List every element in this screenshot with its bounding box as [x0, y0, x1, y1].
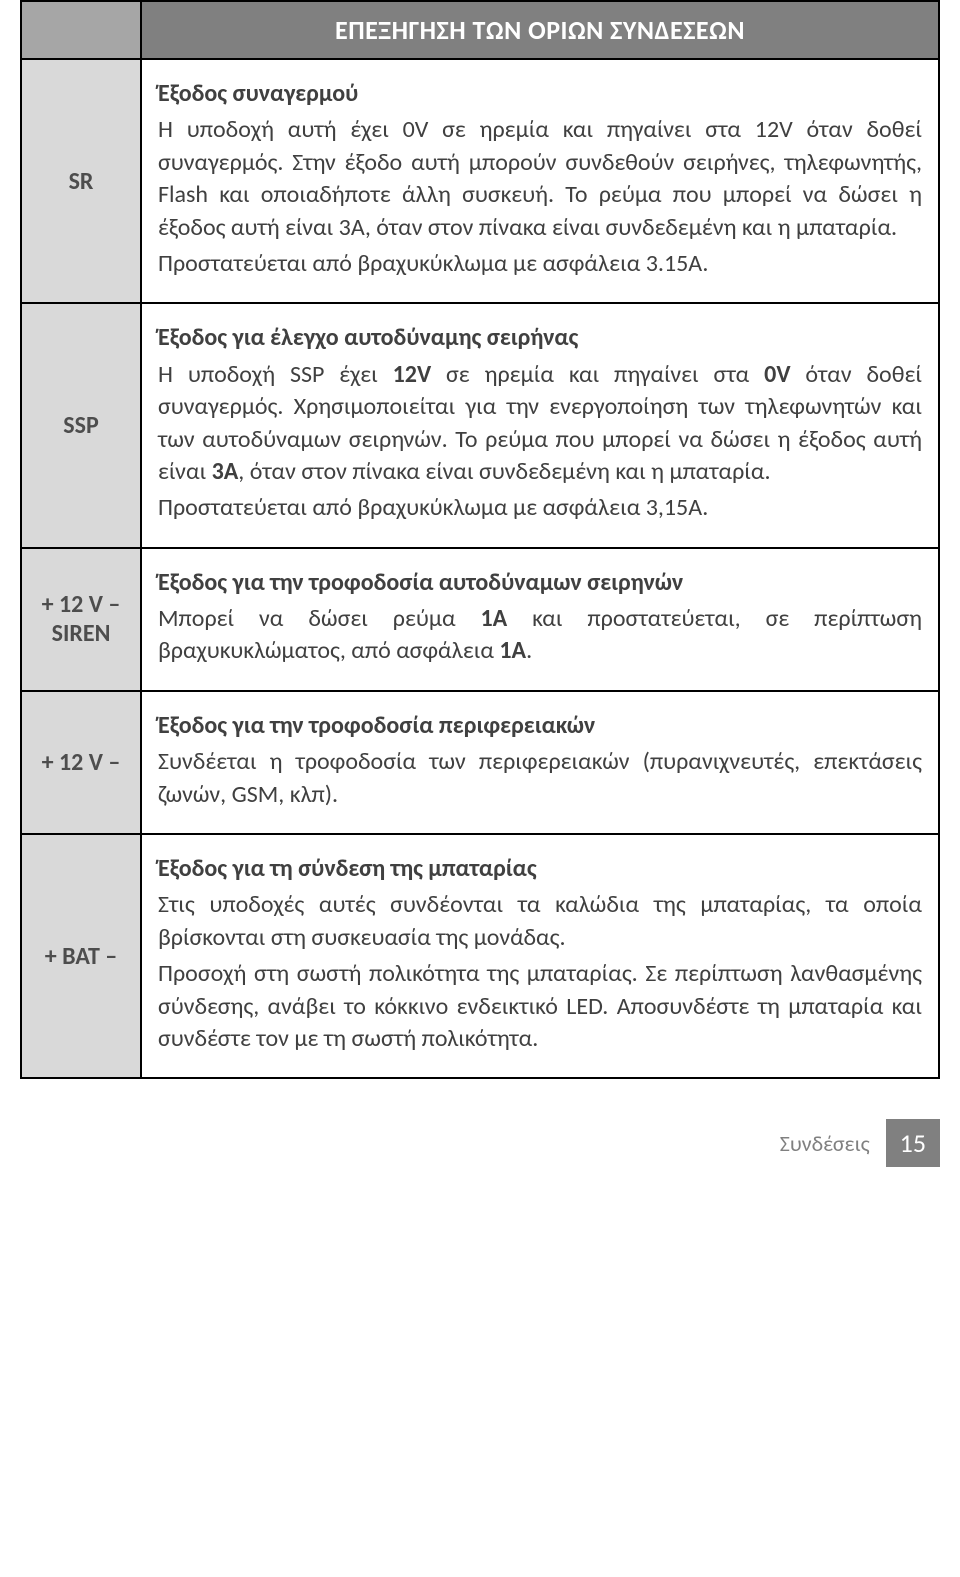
connections-table: ΕΠΕΞΗΓΗΣΗ ΤΩΝ ΟΡΙΩΝ ΣΥΝΔΕΣΕΩΝ SR Έξοδος … — [20, 0, 940, 1079]
section-title: Έξοδος για έλεγχο αυτοδύναμης σειρήνας — [158, 322, 922, 354]
table-header-row: ΕΠΕΞΗΓΗΣΗ ΤΩΝ ΟΡΙΩΝ ΣΥΝΔΕΣΕΩΝ — [21, 1, 939, 59]
section-body: Μπορεί να δώσει ρεύμα 1Α και προστατεύετ… — [158, 603, 922, 668]
section-body: Η υποδοχή SSP έχει 12V σε ηρεμία και πηγ… — [158, 359, 922, 489]
row-label-12v-siren: + 12 V – SIREN — [21, 548, 141, 691]
section-title: Έξοδος για την τροφοδοσία περιφερειακών — [158, 710, 922, 742]
table-row: SSP Έξοδος για έλεγχο αυτοδύναμης σειρήν… — [21, 303, 939, 547]
section-title: Έξοδος για την τροφοδοσία αυτοδύναμων σε… — [158, 567, 922, 599]
footer-label: Συνδέσεις — [780, 1130, 870, 1157]
section-body2: Προστατεύεται από βραχυκύκλωμα με ασφάλε… — [158, 248, 922, 280]
row-content-ssp: Έξοδος για έλεγχο αυτοδύναμης σειρήνας Η… — [141, 303, 939, 547]
section-body: Στις υποδοχές αυτές συνδέονται τα καλώδι… — [158, 889, 922, 954]
table-row: SR Έξοδος συναγερμού Η υποδοχή αυτή έχει… — [21, 59, 939, 303]
header-cell-left — [21, 1, 141, 59]
section-title: Έξοδος για τη σύνδεση της μπαταρίας — [158, 853, 922, 885]
row-label-ssp: SSP — [21, 303, 141, 547]
row-label-sr: SR — [21, 59, 141, 303]
row-content-sr: Έξοδος συναγερμού Η υποδοχή αυτή έχει 0V… — [141, 59, 939, 303]
row-label-bat: + BAT – — [21, 834, 141, 1078]
table-row: + 12 V – Έξοδος για την τροφοδοσία περιφ… — [21, 691, 939, 834]
row-label-12v: + 12 V – — [21, 691, 141, 834]
section-body2: Προστατεύεται από βραχυκύκλωμα με ασφάλε… — [158, 492, 922, 524]
footer-page-number: 15 — [886, 1119, 940, 1167]
row-content-12v: Έξοδος για την τροφοδοσία περιφερειακών … — [141, 691, 939, 834]
section-title: Έξοδος συναγερμού — [158, 78, 922, 110]
section-body2: Προσοχή στη σωστή πολικότητα της μπαταρί… — [158, 958, 922, 1055]
header-title: ΕΠΕΞΗΓΗΣΗ ΤΩΝ ΟΡΙΩΝ ΣΥΝΔΕΣΕΩΝ — [141, 1, 939, 59]
section-body: Συνδέεται η τροφοδοσία των περιφερειακών… — [158, 746, 922, 811]
table-row: + BAT – Έξοδος για τη σύνδεση της μπαταρ… — [21, 834, 939, 1078]
footer-bar: Συνδέσεις 15 — [0, 1119, 960, 1187]
row-content-bat: Έξοδος για τη σύνδεση της μπαταρίας Στις… — [141, 834, 939, 1078]
section-body: Η υποδοχή αυτή έχει 0V σε ηρεμία και πηγ… — [158, 114, 922, 244]
table-row: + 12 V – SIREN Έξοδος για την τροφοδοσία… — [21, 548, 939, 691]
page-container: ΕΠΕΞΗΓΗΣΗ ΤΩΝ ΟΡΙΩΝ ΣΥΝΔΕΣΕΩΝ SR Έξοδος … — [0, 0, 960, 1079]
row-content-12v-siren: Έξοδος για την τροφοδοσία αυτοδύναμων σε… — [141, 548, 939, 691]
